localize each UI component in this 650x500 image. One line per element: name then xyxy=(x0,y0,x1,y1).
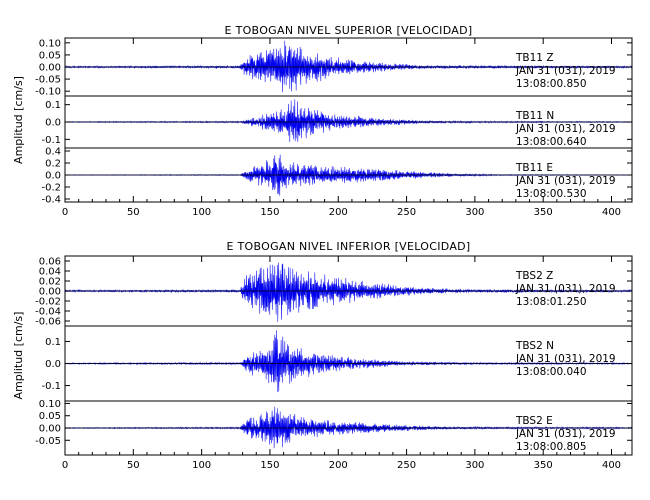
y-tick-label: 0.02 xyxy=(39,277,61,288)
trace-date-label: JAN 31 (031), 2019 xyxy=(515,123,616,135)
x-tick-label: 400 xyxy=(602,207,621,218)
y-tick-label: -0.10 xyxy=(35,87,61,98)
y-tick-label: 0.10 xyxy=(39,38,61,49)
trace-date-label: JAN 31 (031), 2019 xyxy=(515,353,616,365)
trace-time-label: 13:08:00.850 xyxy=(516,78,587,90)
chart-title: E TOBOGAN NIVEL SUPERIOR [VELOCIDAD] xyxy=(225,24,473,37)
chart-panel-1: E TOBOGAN NIVEL SUPERIOR [VELOCIDAD] Ampl… xyxy=(12,24,633,218)
trace-TBS2-Z: 0.060.040.020.00-0.02-0.04-0.06 TBS2 ZJAN… xyxy=(35,257,633,328)
y-tick-label: -0.2 xyxy=(41,183,61,194)
x-tick-label: 350 xyxy=(534,207,553,218)
y-tick-label: 0.04 xyxy=(39,267,61,278)
trace-time-label: 13:08:00.040 xyxy=(516,366,587,378)
x-tick-label: 150 xyxy=(260,207,279,218)
y-tick-label: 0.06 xyxy=(39,257,61,268)
trace-station-label: TBS2 N xyxy=(515,340,554,352)
y-tick-label: -0.06 xyxy=(35,317,61,328)
x-tick-label: 200 xyxy=(329,460,348,471)
chart-panel-2: E TOBOGAN NIVEL INFERIOR [VELOCIDAD] Ampl… xyxy=(12,240,633,471)
trace-station-label: TB11 N xyxy=(515,110,554,122)
trace-station-label: TB11 Z xyxy=(515,52,554,64)
x-tick-label: 150 xyxy=(260,460,279,471)
y-tick-label: 0.2 xyxy=(45,159,61,170)
x-tick-label: 100 xyxy=(192,207,211,218)
y-tick-label: -0.1 xyxy=(41,381,61,392)
x-tick-label: 300 xyxy=(465,460,484,471)
trace-date-label: JAN 31 (031), 2019 xyxy=(515,65,616,77)
trace-date-label: JAN 31 (031), 2019 xyxy=(515,175,616,187)
y-axis-label: Amplitud [cm/s] xyxy=(12,312,25,400)
x-tick-label: 200 xyxy=(329,207,348,218)
x-tick-label: 300 xyxy=(465,207,484,218)
x-tick-label: 0 xyxy=(62,460,68,471)
y-tick-label: 0.4 xyxy=(45,147,61,158)
x-tick-label: 350 xyxy=(534,460,553,471)
x-tick-label: 250 xyxy=(397,460,416,471)
trace-date-label: JAN 31 (031), 2019 xyxy=(515,428,616,440)
trace-time-label: 13:08:01.250 xyxy=(516,296,587,308)
plot-frame xyxy=(64,37,633,203)
y-tick-label: 0.0 xyxy=(45,171,61,182)
y-tick-label: -0.02 xyxy=(35,297,61,308)
y-tick-label: -0.04 xyxy=(35,307,61,318)
trace-station-label: TB11 E xyxy=(515,162,553,174)
x-tick-label: 400 xyxy=(602,460,621,471)
x-tick-label: 50 xyxy=(127,460,140,471)
trace-time-label: 13:08:00.530 xyxy=(516,188,587,200)
y-tick-label: 0.0 xyxy=(45,118,61,129)
y-tick-label: -0.05 xyxy=(35,436,61,447)
y-tick-label: -0.05 xyxy=(35,75,61,86)
y-tick-label: 0.1 xyxy=(45,337,61,348)
y-tick-label: -0.4 xyxy=(41,195,61,206)
y-tick-label: 0.00 xyxy=(39,63,61,74)
y-tick-label: 0.10 xyxy=(39,399,61,410)
y-tick-label: 0.1 xyxy=(45,100,61,111)
x-tick-label: 100 xyxy=(192,460,211,471)
trace-station-label: TBS2 Z xyxy=(515,270,553,282)
y-tick-label: 0.05 xyxy=(39,50,61,61)
y-tick-label: 0.0 xyxy=(45,359,61,370)
x-tick-label: 0 xyxy=(62,207,68,218)
y-axis-label: Amplitud [cm/s] xyxy=(12,76,25,164)
y-tick-label: 0.00 xyxy=(39,424,61,435)
y-tick-label: -0.1 xyxy=(41,135,61,146)
y-tick-label: 0.00 xyxy=(39,287,61,298)
chart-title: E TOBOGAN NIVEL INFERIOR [VELOCIDAD] xyxy=(226,240,470,253)
x-tick-label: 50 xyxy=(127,207,140,218)
trace-date-label: JAN 31 (031), 2019 xyxy=(515,283,616,295)
trace-time-label: 13:08:00.805 xyxy=(516,441,587,453)
x-tick-label: 250 xyxy=(397,207,416,218)
plot-frame xyxy=(64,255,633,456)
trace-time-label: 13:08:00.640 xyxy=(516,136,587,148)
y-tick-label: 0.05 xyxy=(39,411,61,422)
trace-station-label: TBS2 E xyxy=(515,415,553,427)
